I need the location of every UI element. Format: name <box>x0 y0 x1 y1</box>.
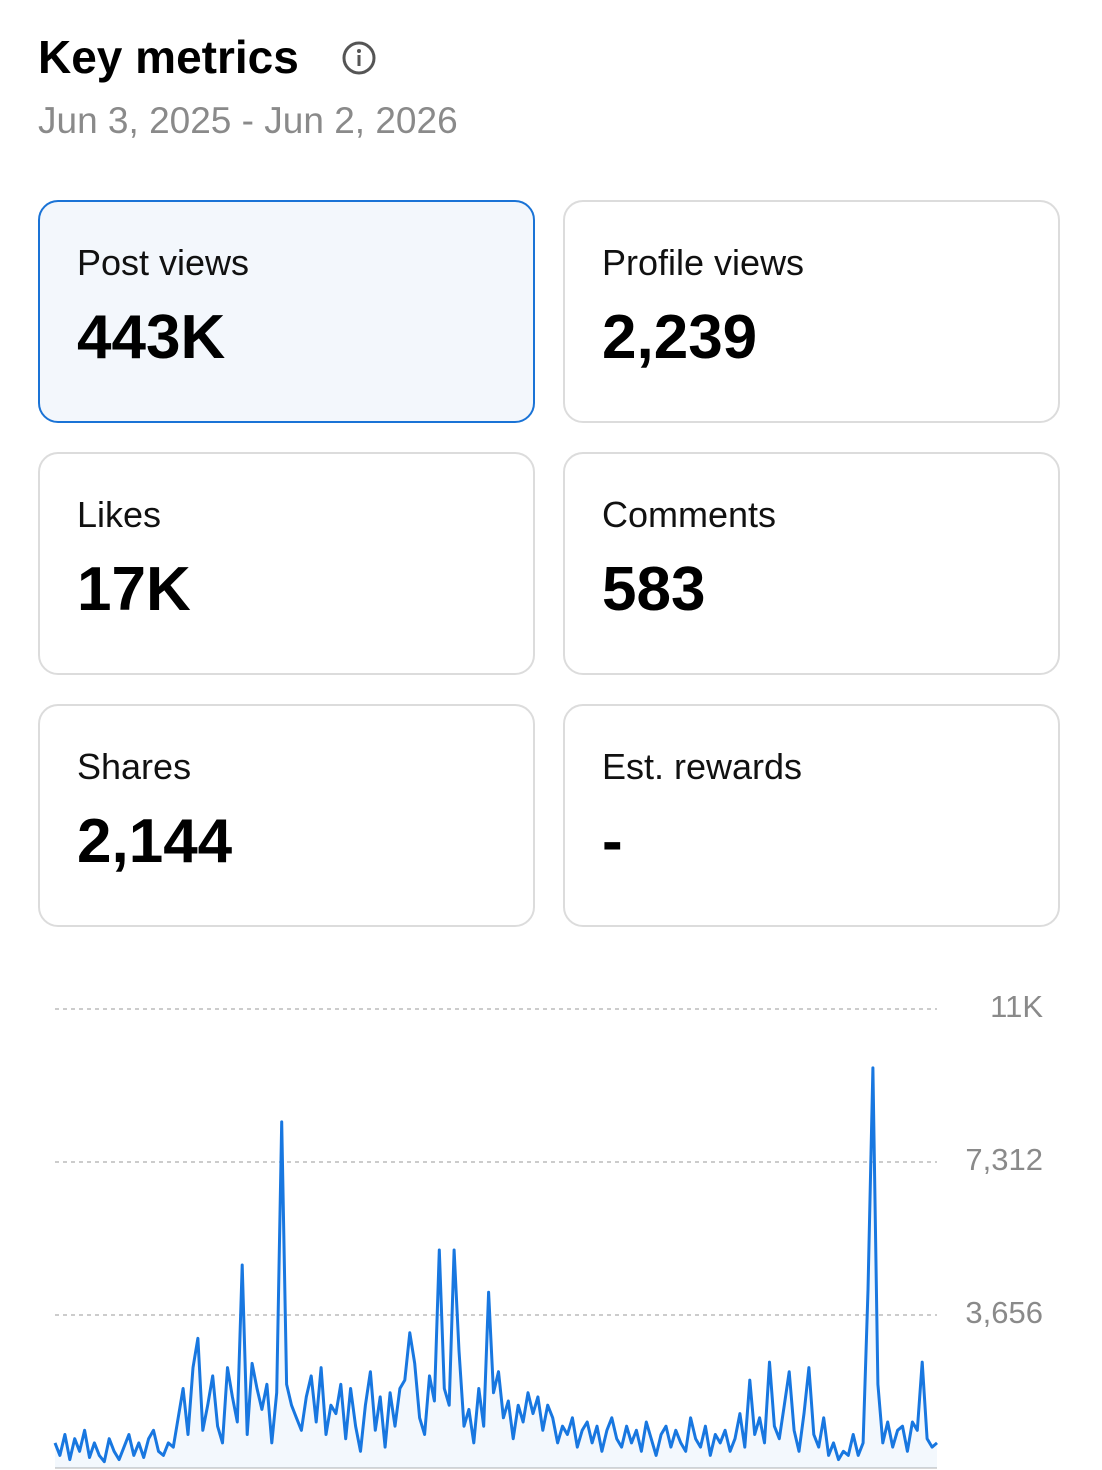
y-tick-label: 7,312 <box>965 1142 1043 1177</box>
metric-label: Profile views <box>602 242 805 283</box>
line <box>53 1066 938 1464</box>
metric-card[interactable]: Likes 17K <box>38 452 535 675</box>
date-range: Jun 3, 2025 - Jun 2, 2026 <box>38 100 458 141</box>
y-tick-label: 11K <box>990 989 1043 1024</box>
metric-label: Comments <box>602 494 777 535</box>
metric-label: Shares <box>77 746 192 787</box>
metric-card[interactable]: Comments 583 <box>563 452 1060 675</box>
metric-card[interactable]: Profile views 2,239 <box>563 200 1060 423</box>
metric-value: 443K <box>77 303 226 372</box>
metric-card[interactable]: Shares 2,144 <box>38 704 535 927</box>
metric-card[interactable]: Post views 443K <box>38 200 535 423</box>
metric-value: 2,239 <box>602 303 758 372</box>
metric-card[interactable]: Est. rewards - <box>563 704 1060 927</box>
page-title: Key metrics <box>38 31 299 83</box>
area <box>55 1067 937 1468</box>
y-tick-label: 3,656 <box>965 1295 1043 1330</box>
metric-label: Likes <box>77 494 162 535</box>
metric-label: Est. rewards <box>602 746 803 787</box>
metric-value: 17K <box>77 555 191 624</box>
metric-value: 583 <box>602 555 706 624</box>
metric-value: 2,144 <box>77 807 233 876</box>
metric-value: - <box>602 807 623 876</box>
info-icon[interactable] <box>342 41 376 75</box>
metric-label: Post views <box>77 242 250 283</box>
